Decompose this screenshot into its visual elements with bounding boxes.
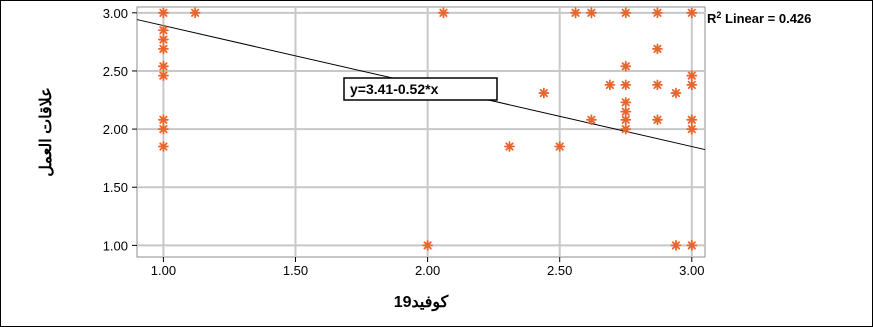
x-tick-label: 2.00: [415, 263, 440, 278]
data-point: [686, 79, 698, 91]
data-point: [604, 79, 616, 91]
data-point: [158, 123, 169, 135]
r2-superscript: 2: [716, 10, 721, 20]
data-point: [652, 7, 663, 19]
data-point: [422, 239, 434, 251]
data-point: [620, 79, 632, 91]
equation-label: y=3.41-0.52*x: [350, 81, 439, 97]
data-point: [158, 43, 169, 55]
data-point: [652, 43, 663, 55]
x-tick-label: 1.00: [151, 263, 176, 278]
y-axis-title: علاقات العمل: [38, 87, 55, 177]
data-point: [686, 239, 698, 251]
y-tick-label: 1.50: [103, 180, 128, 195]
data-point: [686, 123, 698, 135]
tick-labels: 1.00 1.50 2.00 2.50 3.00 1.00 1.50 2.00 2.50 3.00: [103, 6, 705, 278]
data-point: [620, 123, 632, 135]
data-point: [158, 141, 169, 152]
data-point: [586, 114, 597, 126]
x-tick-label: 2.50: [547, 263, 572, 278]
data-point: [652, 79, 663, 91]
data-point: [504, 141, 515, 152]
data-point: [189, 7, 201, 19]
y-tick-label: 3.00: [103, 6, 128, 21]
data-point: [158, 34, 169, 45]
data-point: [586, 7, 597, 19]
y-tick-label: 2.50: [103, 64, 128, 79]
data-point: [158, 7, 169, 19]
data-point: [620, 114, 632, 126]
y-tick-label: 1.00: [103, 238, 128, 253]
data-point: [158, 70, 169, 82]
plot-area: [136, 6, 706, 258]
data-point: [620, 96, 632, 108]
data-point: [670, 87, 682, 99]
data-point: [670, 239, 682, 251]
data-point: [538, 87, 550, 99]
data-point: [620, 7, 632, 19]
y-tick-label: 2.00: [103, 122, 128, 137]
data-point: [686, 7, 698, 19]
r2-value: Linear = 0.426: [721, 11, 811, 26]
data-point: [158, 114, 169, 126]
data-point: [158, 24, 169, 36]
data-point: [158, 60, 169, 72]
data-point: [652, 114, 663, 126]
data-point: [686, 70, 698, 82]
data-point: [554, 141, 566, 152]
r2-label: R: [707, 11, 717, 26]
data-points: [158, 7, 698, 251]
equation-box: y=3.41-0.52*x: [343, 77, 498, 101]
data-point: [570, 7, 581, 19]
x-axis-title: كوفيد19: [394, 294, 449, 312]
r2-annotation: R2 Linear = 0.426: [707, 10, 811, 26]
x-tick-label: 1.50: [283, 263, 308, 278]
data-point: [620, 60, 632, 72]
x-tick-label: 3.00: [679, 263, 704, 278]
data-point: [686, 114, 698, 126]
data-point: [438, 7, 449, 19]
